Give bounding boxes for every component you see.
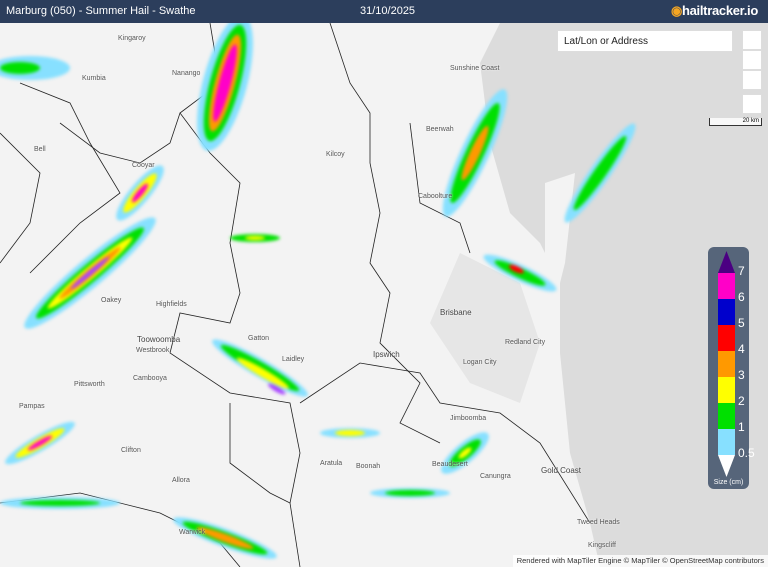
place-label: Beaudesert xyxy=(432,461,468,468)
place-label: Westbrook xyxy=(136,347,170,354)
legend-title: Size (cm) xyxy=(713,479,744,486)
layers-button[interactable] xyxy=(742,70,762,90)
legend-label: 4 xyxy=(738,342,745,356)
place-label: Laidley xyxy=(282,356,305,363)
place-label: Cooyar xyxy=(132,162,155,169)
place-label: Allora xyxy=(172,477,190,484)
zoom-out-button[interactable] xyxy=(742,50,762,70)
place-label: Gatton xyxy=(248,335,270,342)
place-label: Oakey xyxy=(101,297,122,304)
legend-bottom-arrow xyxy=(718,455,735,477)
place-label: Beerwah xyxy=(426,126,454,133)
legend-swatch xyxy=(718,403,735,429)
place-label: Boonah xyxy=(356,463,381,470)
place-label: Redland City xyxy=(505,339,546,346)
legend-label: 5 xyxy=(738,316,745,330)
place-label: Gold Coast xyxy=(541,466,582,475)
legend-swatch xyxy=(718,351,735,377)
search-input[interactable]: Lat/Lon or Address xyxy=(557,30,733,52)
place-label: Kingaroy xyxy=(118,35,146,42)
legend-swatch xyxy=(718,429,735,455)
place-label: Ipswich xyxy=(373,350,400,359)
place-label: Caboolture xyxy=(418,193,453,200)
place-label: Highfields xyxy=(156,301,187,308)
legend-label: 2 xyxy=(738,394,745,408)
hail-swathes xyxy=(0,23,636,559)
place-label: Aratula xyxy=(320,460,343,467)
place-label: Pampas xyxy=(19,403,45,410)
legend-swatch xyxy=(718,325,735,351)
legend-swatch xyxy=(718,273,735,299)
sea-area xyxy=(480,23,768,567)
date-label: 31/10/2025 xyxy=(360,5,416,17)
place-label: Kilcoy xyxy=(326,151,345,158)
place-label: Kingscliff xyxy=(588,542,616,549)
region-boundaries xyxy=(0,23,591,567)
place-label: Sunshine Coast xyxy=(450,65,500,72)
legend-label: 0.5 xyxy=(738,446,755,460)
legend-label: 7 xyxy=(738,264,745,278)
place-label: Brisbane xyxy=(440,308,472,317)
place-label: Logan City xyxy=(463,359,497,366)
place-label: Warwick xyxy=(179,529,206,536)
place-label: Nanango xyxy=(172,70,201,77)
brisbane-urban xyxy=(430,253,540,403)
map[interactable]: Kingaroy Kumbia Nanango Bell Cooyar Kilcoy Sun… xyxy=(0,23,768,567)
place-label: Kumbia xyxy=(82,75,106,82)
place-label: Tweed Heads xyxy=(577,519,620,526)
legend-top-arrow xyxy=(718,251,735,273)
place-label: Clifton xyxy=(121,447,141,454)
zoom-in-button[interactable] xyxy=(742,30,762,50)
legend-label: 6 xyxy=(738,290,745,304)
legend-label: 3 xyxy=(738,368,745,382)
place-label: Toowoomba xyxy=(137,335,181,344)
header-bar: Marburg (050) - Summer Hail - Swathe 31/… xyxy=(0,0,768,23)
hail-size-legend: 7 6 5 4 3 2 1 0.5 Size (cm) xyxy=(708,247,755,489)
place-label: Jimboomba xyxy=(450,415,487,422)
legend-swatch xyxy=(718,299,735,325)
place-label: Canungra xyxy=(480,473,511,480)
scale-bar: 20 km xyxy=(709,118,762,126)
fullscreen-button[interactable] xyxy=(742,94,762,114)
legend-swatch xyxy=(718,377,735,403)
place-label: Bell xyxy=(34,146,46,153)
place-label: Pittsworth xyxy=(74,381,105,388)
page-title: Marburg (050) - Summer Hail - Swathe xyxy=(6,5,196,17)
logo: ◉hailtracker.io xyxy=(670,3,758,18)
legend-label: 1 xyxy=(738,420,745,434)
place-label: Cambooya xyxy=(133,375,167,382)
logo-icon: ◉ xyxy=(670,3,682,18)
map-base xyxy=(0,23,768,567)
map-attribution[interactable]: Rendered with MapTiler Engine © MapTiler… xyxy=(512,555,768,567)
